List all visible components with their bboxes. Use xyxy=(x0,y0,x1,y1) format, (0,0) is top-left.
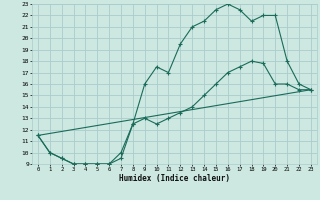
X-axis label: Humidex (Indice chaleur): Humidex (Indice chaleur) xyxy=(119,174,230,183)
